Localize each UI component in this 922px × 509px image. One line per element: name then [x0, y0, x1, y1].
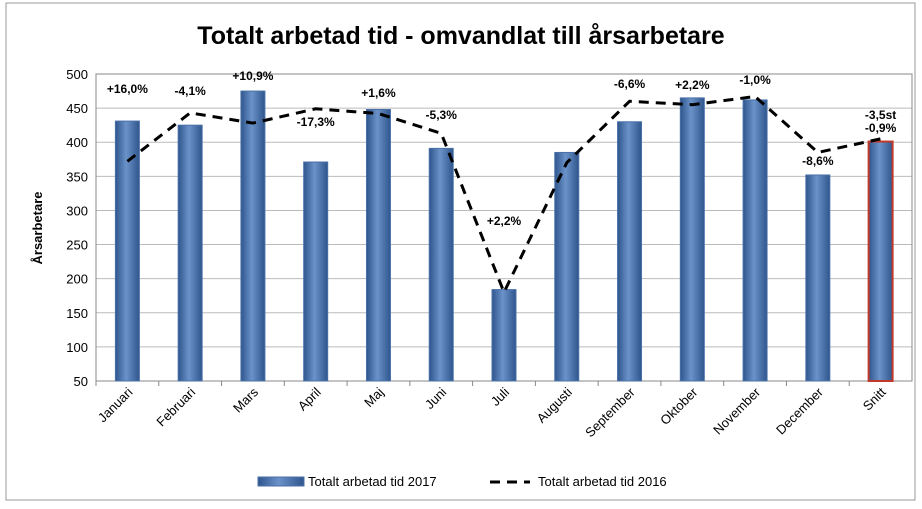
bar — [365, 108, 391, 382]
bar — [240, 90, 266, 382]
y-tick-label: 300 — [66, 203, 88, 218]
change-label: -8,6% — [802, 154, 834, 168]
bar — [742, 99, 768, 382]
change-label: +16,0% — [107, 82, 148, 96]
bar — [867, 140, 894, 382]
change-label: +10,9% — [232, 69, 273, 83]
y-tick-label: 450 — [66, 101, 88, 116]
change-label: +2,2% — [675, 78, 710, 92]
change-label: +1,6% — [361, 86, 396, 100]
bar — [114, 120, 140, 382]
legend-label: Totalt arbetad tid 2017 — [308, 474, 437, 489]
y-tick-label: 150 — [66, 306, 88, 321]
line — [126, 94, 881, 297]
change-label: +2,2% — [487, 214, 522, 228]
bar — [491, 289, 517, 382]
y-tick-label: 250 — [66, 238, 88, 253]
change-label: -4,1% — [174, 84, 206, 98]
y-tick-label: 350 — [66, 169, 88, 184]
bar — [428, 147, 454, 382]
bar — [303, 161, 329, 382]
legend-label: Totalt arbetad tid 2016 — [538, 474, 667, 489]
legend-swatch — [257, 476, 305, 487]
chart-title: Totalt arbetad tid - omvandlat till årsa… — [197, 22, 725, 50]
change-label: -0,9% — [865, 121, 897, 135]
y-tick-label: 50 — [74, 374, 88, 389]
change-label: -17,3% — [297, 115, 335, 129]
bar — [805, 174, 831, 382]
change-label: -5,3% — [426, 108, 458, 122]
y-tick-label: 400 — [66, 135, 88, 150]
y-tick-label: 200 — [66, 272, 88, 287]
bar — [679, 97, 705, 382]
change-label: -6,6% — [614, 77, 646, 91]
average-note: -3,5st — [865, 108, 896, 122]
y-axis-label: Årsarbetare — [30, 192, 45, 265]
bar — [617, 121, 643, 382]
bar — [177, 124, 203, 382]
change-label: -1,0% — [739, 73, 771, 87]
bar — [554, 151, 580, 382]
y-tick-label: 100 — [66, 340, 88, 355]
y-tick-label: 500 — [66, 67, 88, 82]
